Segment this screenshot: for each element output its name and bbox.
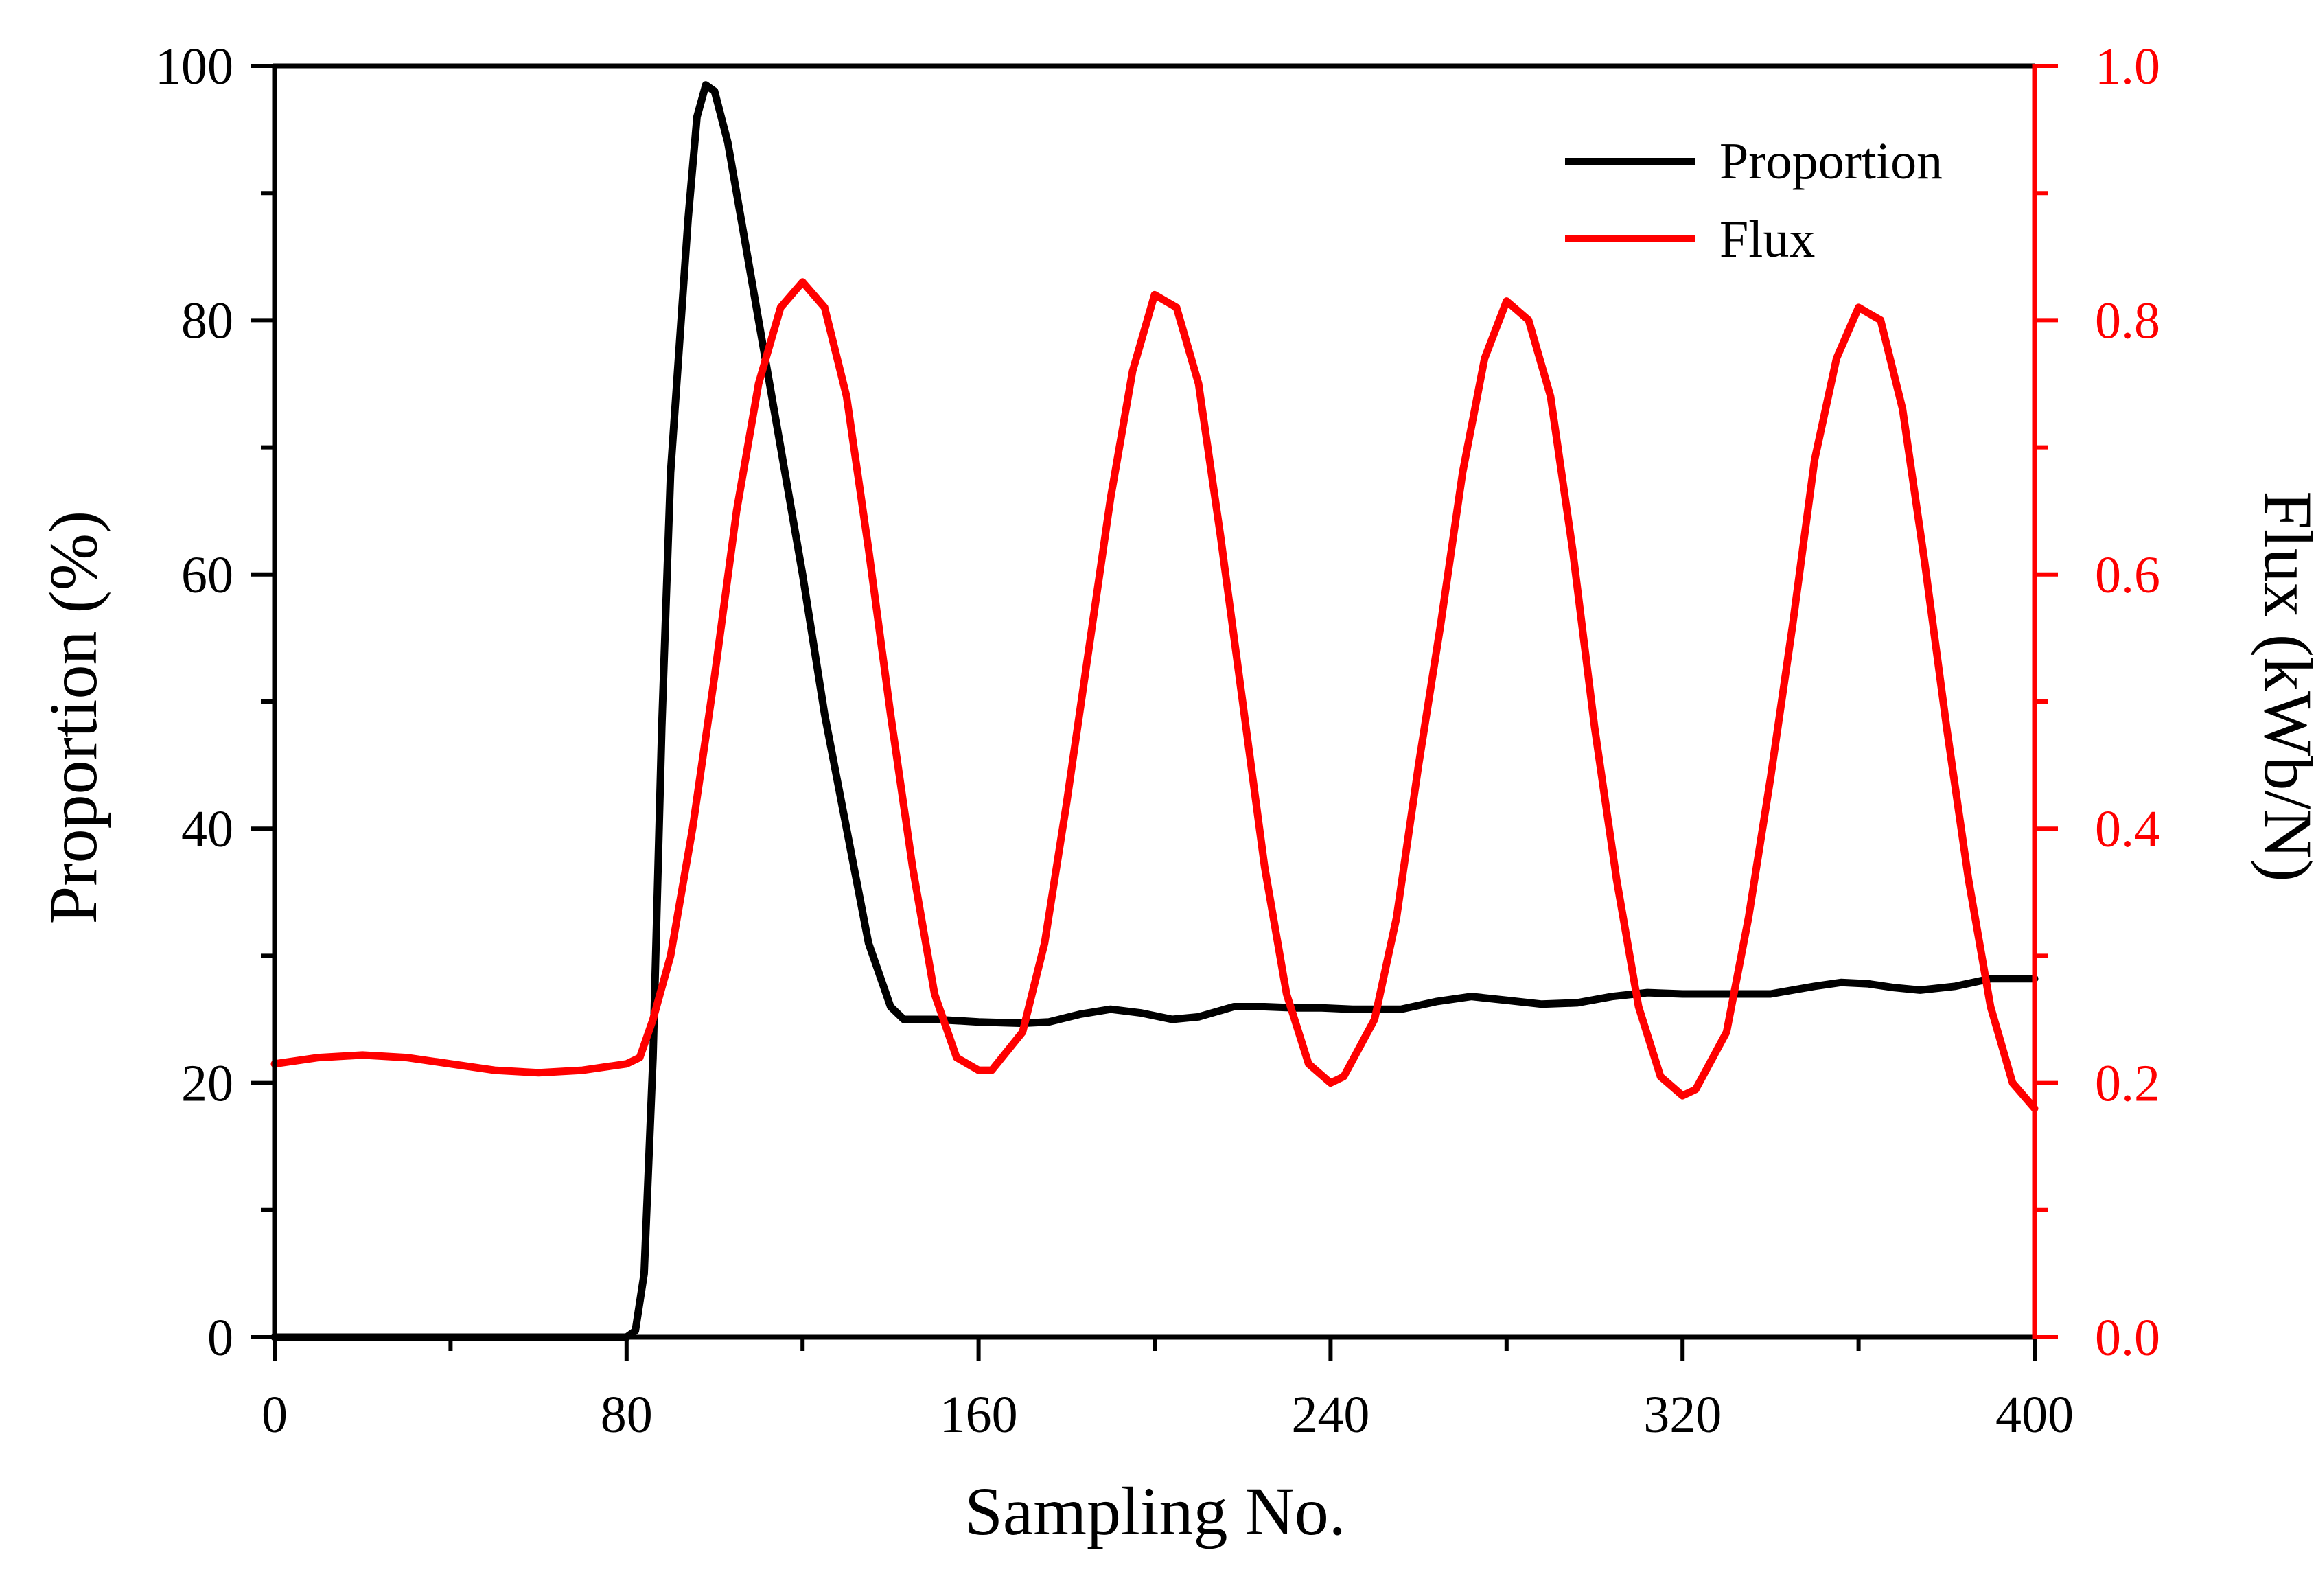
- x-tick-label-400: 400: [1995, 1386, 2074, 1444]
- x-axis-title: Sampling No.: [964, 1473, 1346, 1549]
- axes-frame: [272, 63, 2037, 1340]
- right-axis-title: Flux (kWb/N): [2250, 491, 2316, 881]
- series-line-proportion: [270, 81, 2039, 1341]
- right-tick-label-0.2: 0.2: [2095, 1055, 2160, 1113]
- x-axis-ticks: 0 80 160 240 320 400: [262, 1337, 2074, 1444]
- x-tick-label-160: 160: [940, 1386, 1018, 1444]
- left-tick-label-20: 20: [181, 1055, 233, 1113]
- right-tick-label-0.0: 0.0: [2095, 1309, 2160, 1367]
- legend: Proportion Flux: [1565, 132, 1943, 268]
- right-tick-label-0.4: 0.4: [2095, 800, 2160, 858]
- left-tick-label-80: 80: [181, 292, 233, 349]
- left-tick-label-40: 40: [181, 800, 233, 858]
- right-tick-label-0.6: 0.6: [2095, 546, 2160, 604]
- left-axis-ticks: 0 20 40 60 80 100: [155, 38, 275, 1367]
- right-axis-ticks: 0.0 0.2 0.4 0.6 0.8 1.0: [2035, 38, 2160, 1367]
- x-tick-label-0: 0: [262, 1386, 288, 1444]
- right-tick-label-1.0: 1.0: [2095, 38, 2160, 95]
- series-line-flux: [270, 278, 2039, 1113]
- x-tick-label-320: 320: [1643, 1386, 1722, 1444]
- legend-label-flux: Flux: [1719, 211, 1815, 268]
- right-tick-label-0.8: 0.8: [2095, 292, 2160, 349]
- series-lines: [270, 81, 2039, 1341]
- x-tick-label-80: 80: [601, 1386, 653, 1444]
- legend-label-proportion: Proportion: [1719, 132, 1943, 190]
- left-tick-label-0: 0: [207, 1309, 233, 1367]
- left-tick-label-100: 100: [155, 38, 233, 95]
- x-tick-label-240: 240: [1291, 1386, 1369, 1444]
- left-axis-title: Proportion (%): [35, 511, 111, 925]
- left-tick-label-60: 60: [181, 546, 233, 604]
